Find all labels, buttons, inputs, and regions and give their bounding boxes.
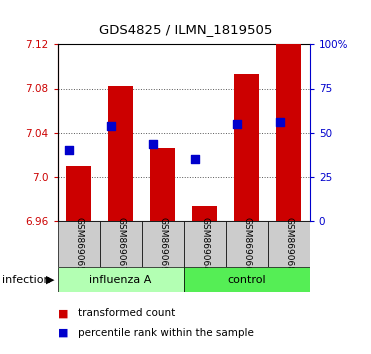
Bar <box>99 221 142 267</box>
Point <box>66 148 72 153</box>
Text: transformed count: transformed count <box>78 308 175 318</box>
Text: GDS4825 / ILMN_1819505: GDS4825 / ILMN_1819505 <box>99 23 272 36</box>
Text: ■: ■ <box>58 308 68 318</box>
Bar <box>142 221 184 267</box>
Text: GSM869064: GSM869064 <box>200 217 209 272</box>
Bar <box>58 221 99 267</box>
Bar <box>268 221 310 267</box>
Point <box>276 119 282 125</box>
Bar <box>150 148 175 221</box>
Text: GSM869067: GSM869067 <box>116 217 125 272</box>
Bar <box>184 267 310 292</box>
Point <box>193 156 198 162</box>
Bar <box>184 221 226 267</box>
Bar <box>58 267 184 292</box>
Point <box>234 121 240 127</box>
Text: GSM869066: GSM869066 <box>242 217 251 272</box>
Text: ■: ■ <box>58 328 68 338</box>
Text: infection: infection <box>2 275 50 285</box>
Text: GSM869069: GSM869069 <box>158 217 167 272</box>
Point <box>108 123 114 129</box>
Bar <box>192 206 217 221</box>
Text: ▶: ▶ <box>46 275 55 285</box>
Text: control: control <box>227 275 266 285</box>
Text: influenza A: influenza A <box>89 275 152 285</box>
Point <box>150 141 156 147</box>
Bar <box>226 221 268 267</box>
Text: GSM869068: GSM869068 <box>284 217 293 272</box>
Bar <box>108 86 133 221</box>
Bar <box>276 44 301 221</box>
Text: percentile rank within the sample: percentile rank within the sample <box>78 328 254 338</box>
Bar <box>234 74 259 221</box>
Text: GSM869065: GSM869065 <box>74 217 83 272</box>
Bar <box>66 166 91 221</box>
